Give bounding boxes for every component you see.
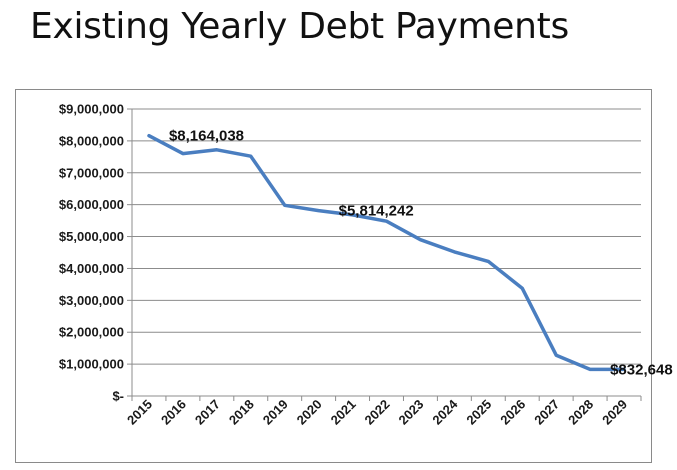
axes <box>127 108 642 401</box>
y-tick-label: $9,000,000 <box>59 102 124 117</box>
data-label: $832,648 <box>610 361 673 378</box>
data-labels: $8,164,038 $5,814,242 $832,648 <box>169 128 673 379</box>
x-tick-label: 2019 <box>260 397 291 428</box>
x-tick-label: 2028 <box>565 397 596 428</box>
chart-frame <box>15 89 652 463</box>
x-tick-label: 2020 <box>294 397 325 428</box>
x-tick-label: 2023 <box>395 397 426 428</box>
series-line <box>147 133 626 372</box>
x-tick-label: 2016 <box>158 397 189 428</box>
y-tick-label: $6,000,000 <box>59 197 124 212</box>
y-tick-label: $4,000,000 <box>59 261 124 276</box>
y-axis-tick-labels: $- $1,000,000 $2,000,000 $3,000,000 $4,000,0… <box>59 102 124 404</box>
x-tick-label: 2029 <box>599 397 630 428</box>
data-label: $8,164,038 <box>169 128 244 145</box>
data-label: $5,814,242 <box>339 203 414 220</box>
x-tick-label: 2025 <box>463 397 494 428</box>
y-tick-label: $1,000,000 <box>59 357 124 372</box>
x-tick-label: 2017 <box>192 397 223 428</box>
y-tick-label: $2,000,000 <box>59 325 124 340</box>
y-tick-label: $- <box>112 389 124 404</box>
y-tick-label: $8,000,000 <box>59 133 124 148</box>
x-tick-label: 2026 <box>497 397 528 428</box>
x-tick-label: 2015 <box>124 397 155 428</box>
x-tick-label: 2021 <box>328 397 359 428</box>
x-tick-label: 2018 <box>226 397 257 428</box>
y-tick-label: $3,000,000 <box>59 293 124 308</box>
x-tick-label: 2022 <box>362 397 393 428</box>
series-layer <box>147 133 626 372</box>
slide-title: Existing Yearly Debt Payments <box>30 6 569 47</box>
x-tick-label: 2027 <box>531 397 562 428</box>
y-tick-label: $7,000,000 <box>59 165 124 180</box>
gridlines <box>132 108 641 365</box>
y-tick-label: $5,000,000 <box>59 229 124 244</box>
x-tick-label: 2024 <box>429 396 461 428</box>
